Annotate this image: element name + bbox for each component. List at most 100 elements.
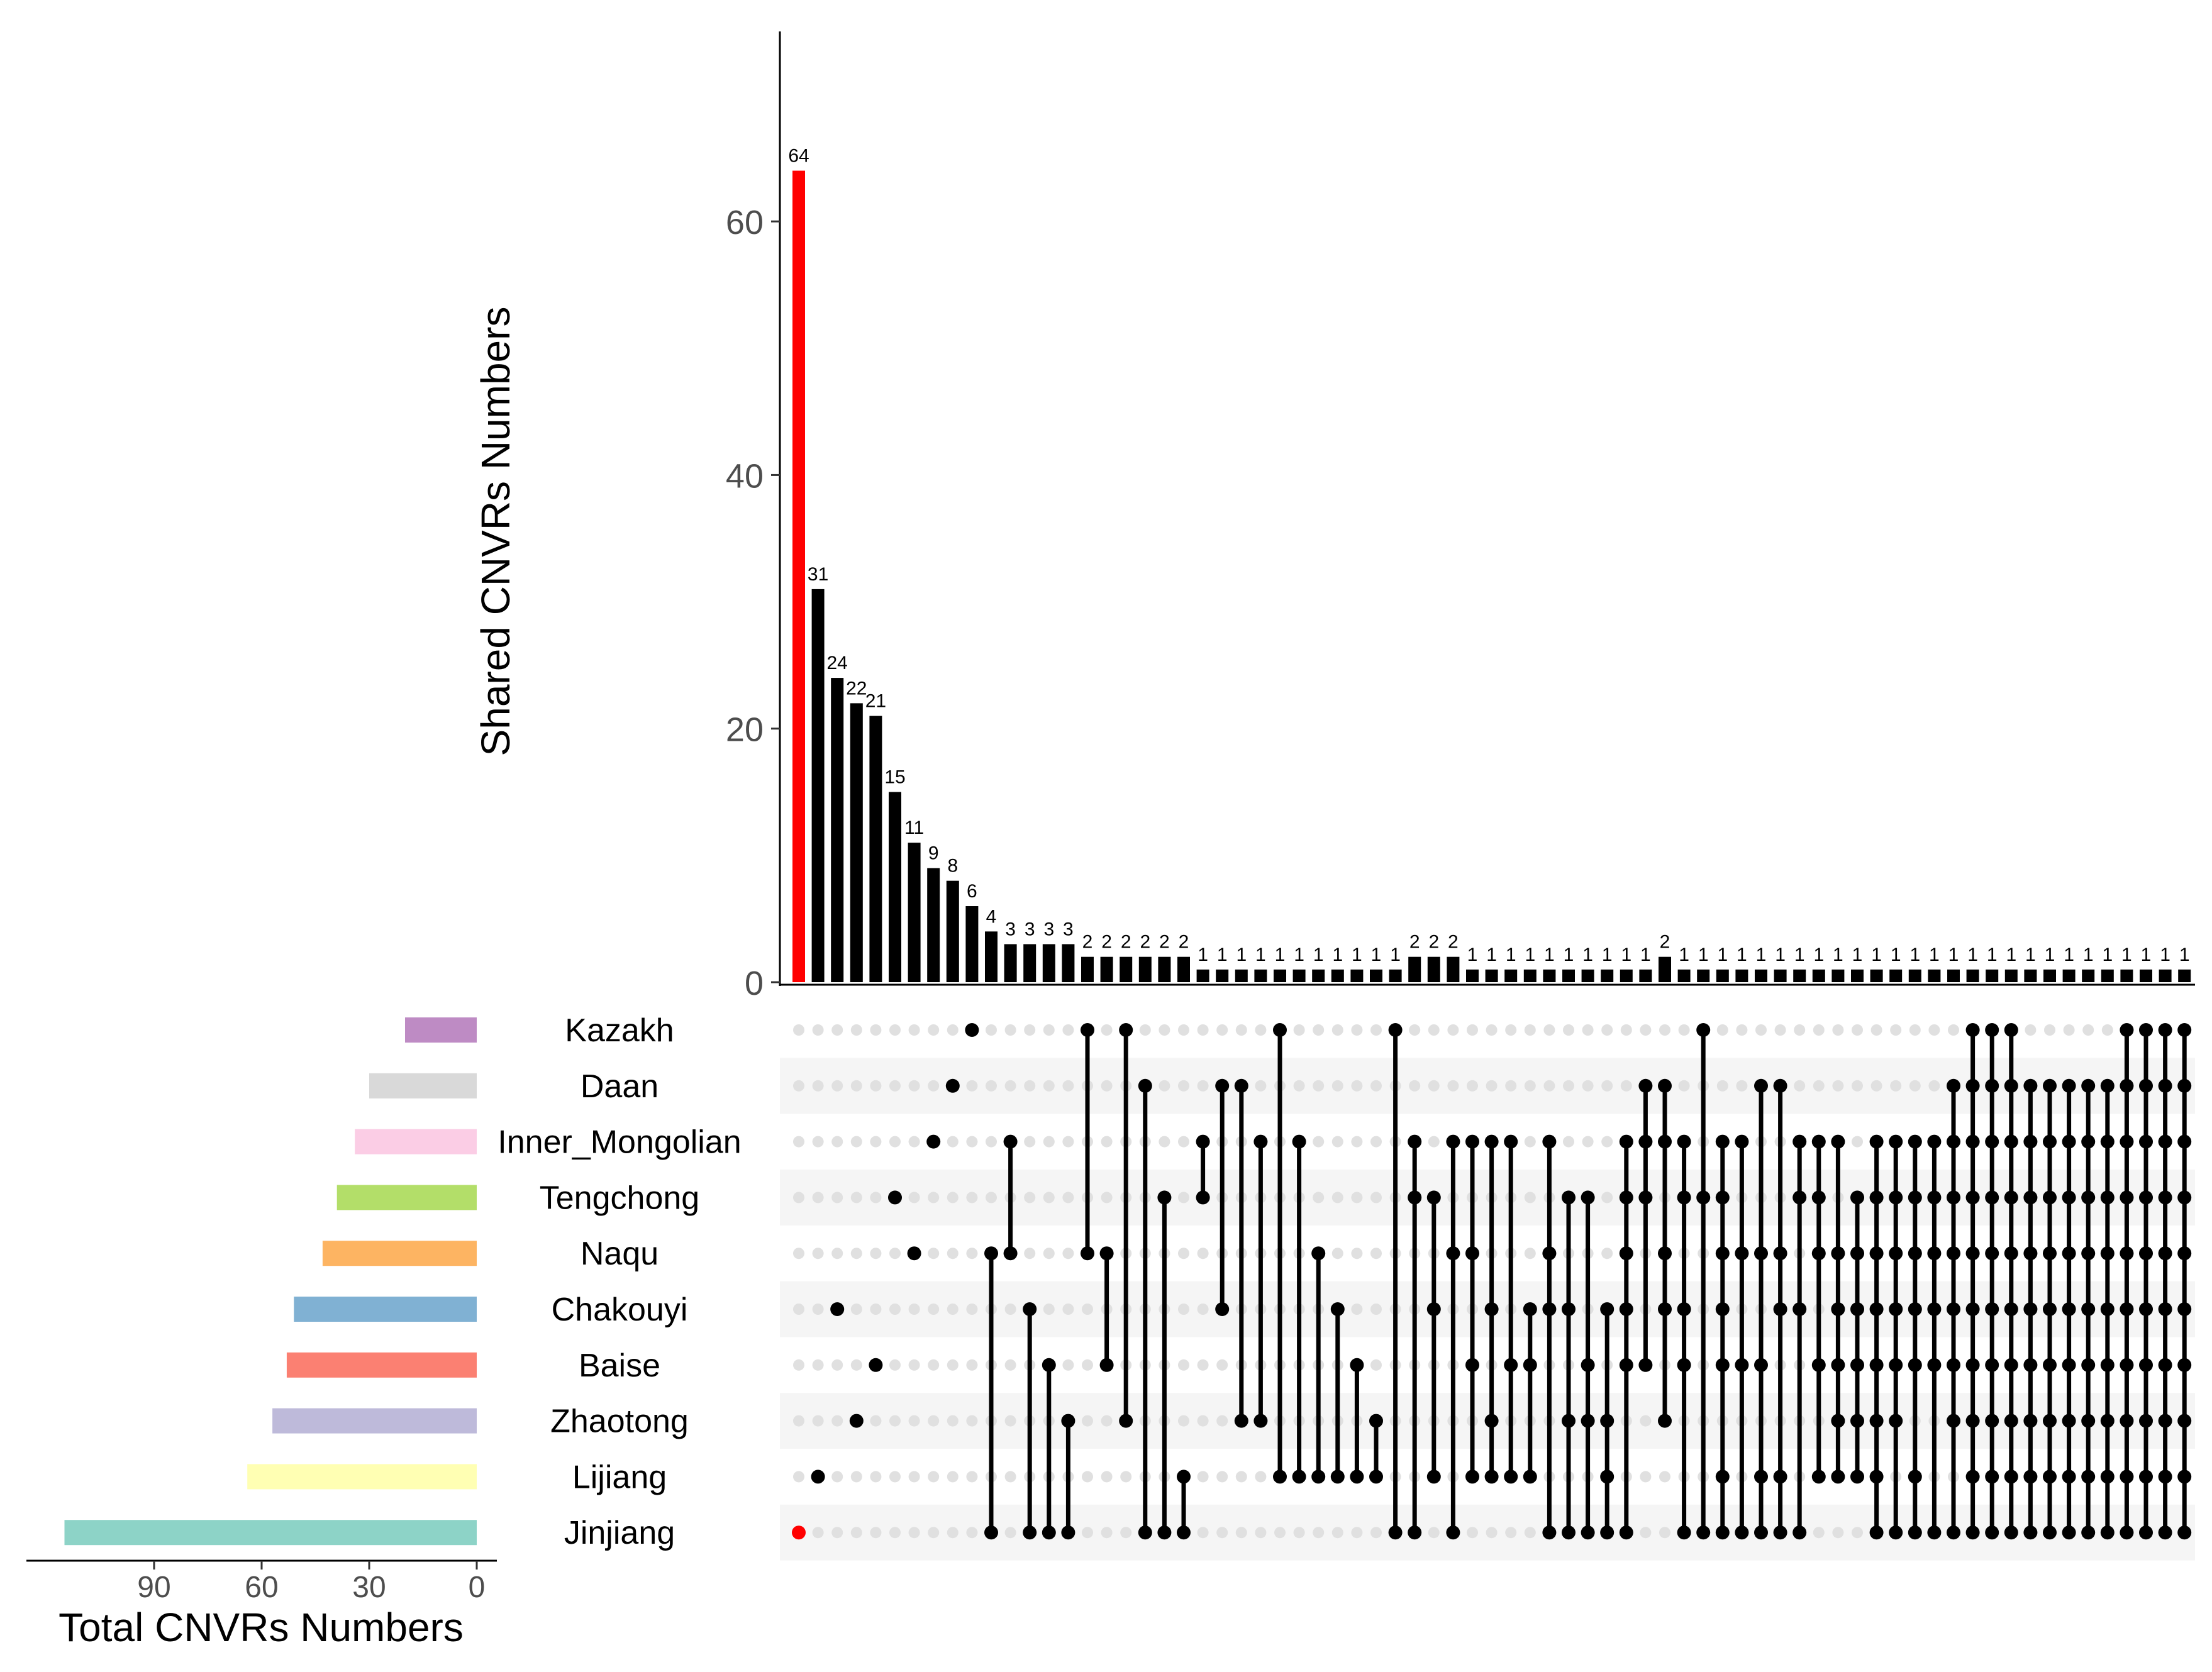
matrix-dot-active (984, 1525, 998, 1540)
matrix-dot-active (1099, 1358, 1114, 1372)
matrix-dot-inactive (1678, 1080, 1690, 1092)
set-tick-label: 60 (245, 1571, 278, 1604)
matrix-dot-active (1311, 1470, 1326, 1484)
matrix-dot-active (2158, 1134, 2172, 1149)
matrix-dot-inactive (1640, 1415, 1652, 1427)
matrix-dot-inactive (1370, 1248, 1382, 1260)
matrix-dot-active (1908, 1525, 1922, 1540)
matrix-dot-active (1889, 1525, 1903, 1540)
matrix-dot-inactive (1062, 1192, 1074, 1204)
set-tick-label: 0 (469, 1571, 486, 1604)
intersection-bar-label: 1 (1217, 944, 1228, 965)
matrix-dot-active (2004, 1190, 2018, 1205)
matrix-dot-inactive (870, 1527, 882, 1539)
matrix-dot-active (1081, 1246, 1094, 1261)
intersection-bar-label: 1 (2121, 944, 2132, 965)
matrix-dot-inactive (2082, 1024, 2094, 1036)
matrix-dot-inactive (850, 1471, 862, 1483)
intersection-bar-label: 1 (1871, 944, 1882, 965)
matrix-dot-active (1042, 1358, 1056, 1372)
matrix-dot-active (1369, 1470, 1383, 1484)
matrix-dot-inactive (1774, 1024, 1786, 1036)
matrix-dot-inactive (1351, 1304, 1363, 1315)
matrix-dot-inactive (1235, 1024, 1247, 1036)
matrix-dot-active (1408, 1190, 1422, 1205)
matrix-dot-active (1677, 1190, 1691, 1205)
matrix-dot-inactive (870, 1248, 882, 1260)
matrix-dot-active (1985, 1134, 1999, 1149)
intersection-bar (1947, 969, 1960, 982)
matrix-dot-inactive (850, 1248, 862, 1260)
intersection-bar (2178, 969, 2191, 982)
matrix-dot-inactive (1101, 1080, 1113, 1092)
matrix-dot-inactive (1120, 1471, 1132, 1483)
matrix-dot-active (1715, 1358, 1730, 1372)
intersection-bar-label: 3 (1043, 919, 1054, 940)
matrix-dot-inactive (1794, 1080, 1806, 1092)
matrix-dot-inactive (1235, 1471, 1247, 1483)
matrix-dot-inactive (1062, 1359, 1074, 1371)
matrix-dot-active (1773, 1470, 1787, 1484)
intersection-bar-label: 1 (1987, 944, 1998, 965)
matrix-dot-active (1562, 1525, 1576, 1540)
y-ticks: 0 20 40 60 (726, 204, 780, 1002)
matrix-dot-active (2062, 1134, 2076, 1149)
matrix-dot-active (2043, 1078, 2057, 1093)
matrix-dot-inactive (1216, 1024, 1228, 1036)
matrix-dot-active (1562, 1414, 1576, 1428)
matrix-dot-active (1869, 1414, 1884, 1428)
matrix-dot-inactive (1447, 1024, 1459, 1036)
matrix-dot-active (2177, 1302, 2192, 1316)
matrix-dot-inactive (1082, 1415, 1093, 1427)
matrix-dot-inactive (1640, 1024, 1652, 1036)
matrix-dot-active (2139, 1358, 2153, 1372)
matrix-dot-inactive (1813, 1527, 1825, 1539)
matrix-dot-inactive (1505, 1080, 1517, 1092)
intersection-bar-label: 1 (1929, 944, 1940, 965)
matrix-dot-inactive (1409, 1080, 1421, 1092)
matrix-dot-active (2062, 1302, 2076, 1316)
matrix-dot-active (1947, 1078, 1960, 1093)
matrix-dot-inactive (889, 1471, 901, 1483)
matrix-dot-inactive (1331, 1024, 1343, 1036)
matrix-dot-inactive (1062, 1024, 1074, 1036)
intersection-bar-label: 1 (1255, 944, 1266, 965)
matrix-dot-inactive (1178, 1024, 1189, 1036)
matrix-dot-inactive (1370, 1080, 1382, 1092)
y-axis-title: Shared CNVRs Numbers (473, 307, 518, 756)
matrix-dot-inactive (1678, 1024, 1690, 1036)
intersection-bar-label: 1 (2160, 944, 2170, 965)
matrix-dot-active (1484, 1134, 1499, 1149)
intersection-bar (1562, 969, 1575, 982)
matrix-dot-inactive (2063, 1024, 2075, 1036)
matrix-dot-active (1504, 1134, 1518, 1149)
matrix-dot-inactive (870, 1471, 882, 1483)
matrix-dot-inactive (889, 1304, 901, 1315)
matrix-dot-active (1850, 1414, 1864, 1428)
matrix-dot-inactive (966, 1471, 978, 1483)
intersection-bar-label: 1 (1891, 944, 1901, 965)
matrix-dot-active (1965, 1134, 1980, 1149)
matrix-dot-inactive (908, 1415, 920, 1427)
matrix-dot-active (2004, 1078, 2018, 1093)
matrix-dot-inactive (1331, 1192, 1343, 1204)
intersection-bar (1062, 944, 1075, 982)
matrix-dot-inactive (1505, 1024, 1517, 1036)
intersection-bar (2062, 969, 2076, 982)
matrix-dot-active (2177, 1078, 2192, 1093)
intersection-bar-label: 22 (846, 678, 867, 699)
matrix-dot-active (1157, 1525, 1172, 1540)
matrix-dot-active (2158, 1302, 2172, 1316)
matrix-dot-inactive (850, 1304, 862, 1315)
matrix-dot-active (1985, 1525, 1999, 1540)
matrix-dot-active (1638, 1078, 1653, 1093)
matrix-dot-inactive (1505, 1527, 1517, 1539)
intersection-bar (908, 843, 921, 982)
intersection-bar (1023, 944, 1037, 982)
matrix-dot-active (1677, 1134, 1691, 1149)
intersection-bar (1081, 956, 1094, 982)
matrix-dot-active (2062, 1358, 2076, 1372)
matrix-dot-active (1273, 1023, 1287, 1037)
matrix-dot-active (1484, 1414, 1499, 1428)
